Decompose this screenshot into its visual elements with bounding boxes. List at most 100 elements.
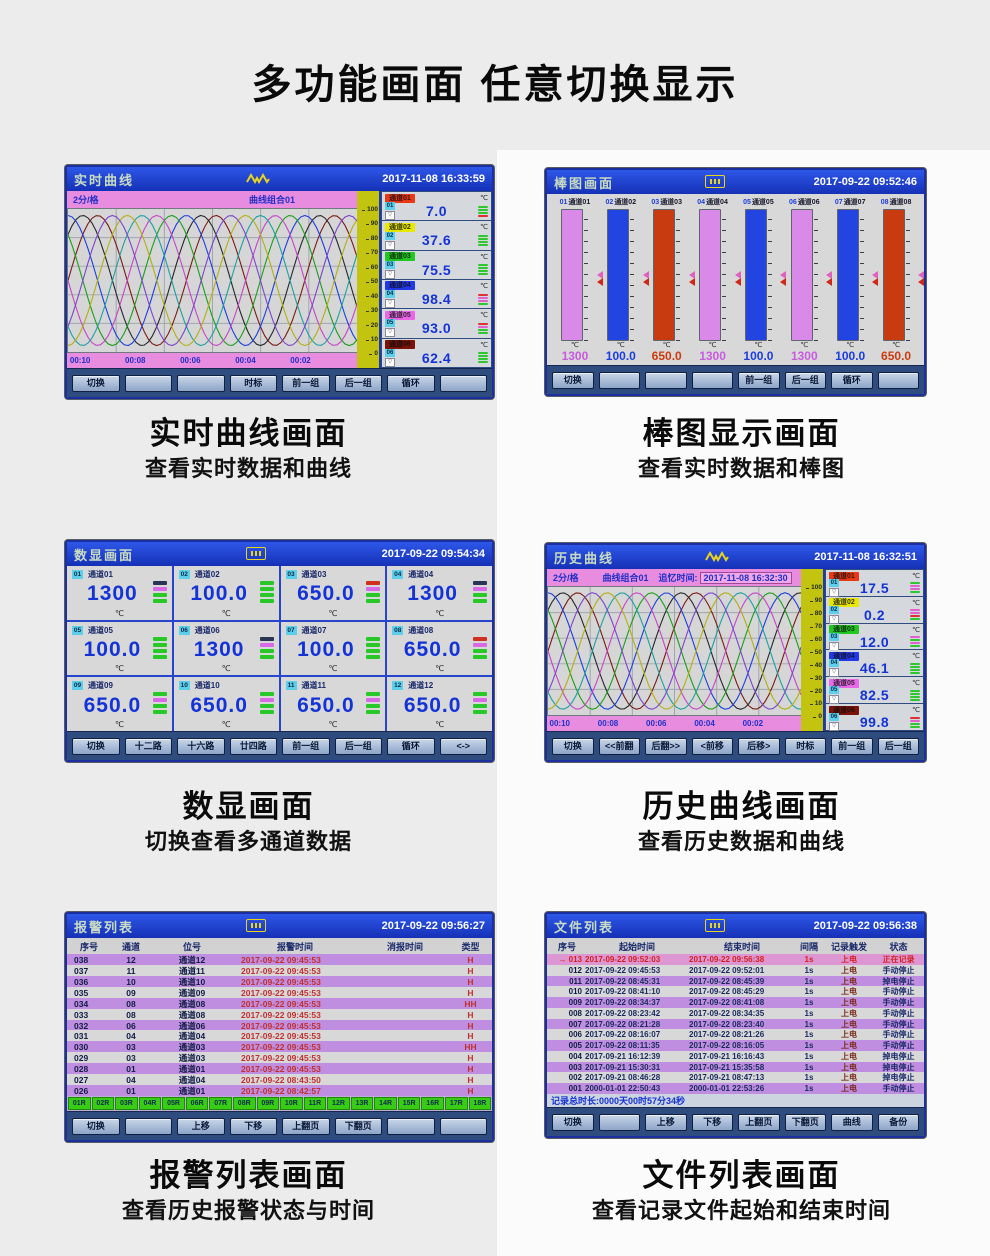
alarm-seq: 029 [74, 1053, 89, 1064]
alarm-row[interactable]: 028 01 通道01 2017-09-22 09:45:53 H [67, 1063, 492, 1074]
alarm-tab-14R[interactable]: 14R [374, 1097, 397, 1110]
alarm-row[interactable]: 038 12 通道12 2017-09-22 09:45:53 H [67, 954, 492, 965]
button-切换[interactable]: 切换 [552, 737, 594, 755]
button-曲线[interactable]: 曲线 [831, 1113, 873, 1131]
channel-flag-icon[interactable]: ▽ [829, 695, 839, 705]
button-前一组[interactable]: 前一组 [831, 737, 873, 755]
button-廿四路[interactable]: 廿四路 [229, 737, 277, 755]
button-十二路[interactable]: 十二路 [124, 737, 172, 755]
button-切换[interactable]: 切换 [72, 374, 120, 392]
file-row[interactable]: 008 2017-09-22 08:23:42 2017-09-22 08:34:3… [547, 1007, 924, 1019]
alarm-tab-10R[interactable]: 10R [280, 1097, 303, 1110]
button-前一组[interactable]: 前一组 [738, 371, 780, 389]
alarm-row[interactable]: 032 06 通道06 2017-09-22 09:45:53 H [67, 1019, 492, 1031]
button-时标[interactable]: 时标 [229, 374, 277, 392]
alarm-tab-13R[interactable]: 13R [350, 1097, 374, 1110]
button-切换[interactable]: 切换 [72, 1117, 120, 1135]
alarm-tab-05R[interactable]: 05R [162, 1097, 185, 1110]
button-下翻页[interactable]: 下翻页 [334, 1117, 382, 1135]
channel-flag-icon[interactable]: ▽ [385, 269, 395, 279]
alarm-row[interactable]: 037 11 通道11 2017-09-22 09:45:53 H [67, 964, 492, 976]
alarm-tab-07R[interactable]: 07R [209, 1097, 232, 1110]
button-后一组[interactable]: 后一组 [334, 737, 382, 755]
button-前一组[interactable]: 前一组 [282, 737, 330, 755]
file-row[interactable]: → 013 2017-09-22 09:52:03 2017-09-22 09:56… [547, 954, 924, 965]
alarm-row[interactable]: 035 09 通道09 2017-09-22 09:45:53 H [67, 986, 492, 998]
button-时标[interactable]: 时标 [784, 737, 826, 755]
alarm-tab-09R[interactable]: 09R [256, 1097, 280, 1110]
alarm-row[interactable]: 026 01 通道01 2017-09-22 08:42:57 H [67, 1085, 492, 1096]
channel-flag-icon[interactable]: ▽ [829, 668, 839, 678]
button-后一组[interactable]: 后一组 [877, 737, 919, 755]
alarm-tab-08R[interactable]: 08R [232, 1097, 256, 1110]
file-row[interactable]: 006 2017-09-22 08:16:07 2017-09-22 08:21:2… [547, 1029, 924, 1041]
button-上翻页[interactable]: 上翻页 [282, 1117, 330, 1135]
channel-flag-icon[interactable]: ▽ [385, 357, 395, 367]
button-后翻>>[interactable]: 后翻>> [645, 737, 687, 755]
button-<前移[interactable]: <前移 [691, 737, 733, 755]
channel-flag-icon[interactable]: ▽ [385, 211, 395, 221]
button-前一组[interactable]: 前一组 [282, 374, 330, 392]
channel-flag-icon[interactable]: ▽ [829, 587, 839, 597]
button-切换[interactable]: 切换 [72, 737, 120, 755]
channel-flag-icon[interactable]: ▽ [385, 240, 395, 250]
button-上移[interactable]: 上移 [645, 1113, 687, 1131]
file-row[interactable]: 011 2017-09-22 08:45:31 2017-09-22 08:45:3… [547, 975, 924, 987]
alarm-tab-18R[interactable]: 18R [468, 1097, 492, 1110]
alarm-row[interactable]: 029 03 通道03 2017-09-22 09:45:53 H [67, 1052, 492, 1063]
button-上翻页[interactable]: 上翻页 [738, 1113, 780, 1131]
file-row[interactable]: 001 2000-01-01 22:50:43 2000-01-01 22:53:2… [547, 1083, 924, 1094]
file-row[interactable]: 003 2017-09-21 15:30:31 2017-09-21 15:35:5… [547, 1061, 924, 1073]
alarm-tab-15R[interactable]: 15R [397, 1097, 421, 1110]
button-后移>[interactable]: 后移> [738, 737, 780, 755]
file-row[interactable]: 002 2017-09-21 08:46:28 2017-09-21 08:47:1… [547, 1072, 924, 1084]
alarm-row[interactable]: 033 08 通道08 2017-09-22 09:45:53 H [67, 1008, 492, 1020]
file-row[interactable]: 007 2017-09-22 08:21:28 2017-09-22 08:23:4… [547, 1018, 924, 1030]
button-<<前翻[interactable]: <<前翻 [598, 737, 640, 755]
button-上移[interactable]: 上移 [177, 1117, 225, 1135]
alarm-tab-01R[interactable]: 01R [68, 1097, 91, 1110]
bar-column: 02通道02 ℃ 100.0 [599, 198, 649, 363]
button-循环[interactable]: 循环 [387, 737, 435, 755]
button-<->[interactable]: <-> [439, 737, 487, 755]
channel-flag-icon[interactable]: ▽ [829, 641, 839, 651]
channel-flag-icon[interactable]: ▽ [385, 299, 395, 309]
alarm-tab-11R[interactable]: 11R [303, 1097, 327, 1110]
button-十六路[interactable]: 十六路 [177, 737, 225, 755]
file-row[interactable]: 004 2017-09-21 16:12:39 2017-09-21 16:16:4… [547, 1050, 924, 1062]
alarm-tab-02R[interactable]: 02R [91, 1097, 115, 1110]
alarm-tab-04R[interactable]: 04R [138, 1097, 162, 1110]
button-下移[interactable]: 下移 [691, 1113, 733, 1131]
alarm-row[interactable]: 030 03 通道03 2017-09-22 09:45:53 HH [67, 1041, 492, 1052]
button-备份[interactable]: 备份 [877, 1113, 919, 1131]
alarm-row[interactable]: 036 10 通道10 2017-09-22 09:45:53 H [67, 975, 492, 987]
channel-card: 通道06 ℃ 06 ▽ 62.4 [382, 338, 491, 367]
channel-value: 650.0 [190, 693, 248, 717]
file-row[interactable]: 012 2017-09-22 09:45:53 2017-09-22 09:52:0… [547, 964, 924, 976]
button-循环[interactable]: 循环 [387, 374, 435, 392]
y-axis-tick: 90 [801, 597, 822, 605]
button-切换[interactable]: 切换 [552, 371, 594, 389]
alarm-tab-16R[interactable]: 16R [421, 1097, 444, 1110]
alarm-tab-06R[interactable]: 06R [185, 1097, 209, 1110]
button-循环[interactable]: 循环 [831, 371, 873, 389]
button-下移[interactable]: 下移 [229, 1117, 277, 1135]
channel-flag-icon[interactable]: ▽ [829, 614, 839, 624]
alarm-row[interactable]: 027 04 通道04 2017-09-22 08:43:50 H [67, 1074, 492, 1085]
alarm-tab-03R[interactable]: 03R [115, 1097, 138, 1110]
alarm-row[interactable]: 031 04 通道04 2017-09-22 09:45:53 H [67, 1030, 492, 1041]
channel-flag-icon[interactable]: ▽ [829, 722, 839, 732]
channel-flag-icon[interactable]: ▽ [385, 328, 395, 338]
alarm-row[interactable]: 034 08 通道08 2017-09-22 09:45:53 HH [67, 997, 492, 1009]
channel-label: 通道05 [385, 310, 415, 320]
file-row[interactable]: 005 2017-09-22 08:11:35 2017-09-22 08:16:0… [547, 1040, 924, 1051]
channel-value: 1300 [87, 582, 138, 606]
alarm-tab-17R[interactable]: 17R [445, 1097, 468, 1110]
button-后一组[interactable]: 后一组 [784, 371, 826, 389]
button-后一组[interactable]: 后一组 [334, 374, 382, 392]
alarm-tab-12R[interactable]: 12R [327, 1097, 350, 1110]
file-row[interactable]: 010 2017-09-22 08:41:10 2017-09-22 08:45:2… [547, 986, 924, 998]
file-row[interactable]: 009 2017-09-22 08:34:37 2017-09-22 08:41:0… [547, 997, 924, 1008]
button-下翻页[interactable]: 下翻页 [784, 1113, 826, 1131]
button-切换[interactable]: 切换 [552, 1113, 594, 1131]
